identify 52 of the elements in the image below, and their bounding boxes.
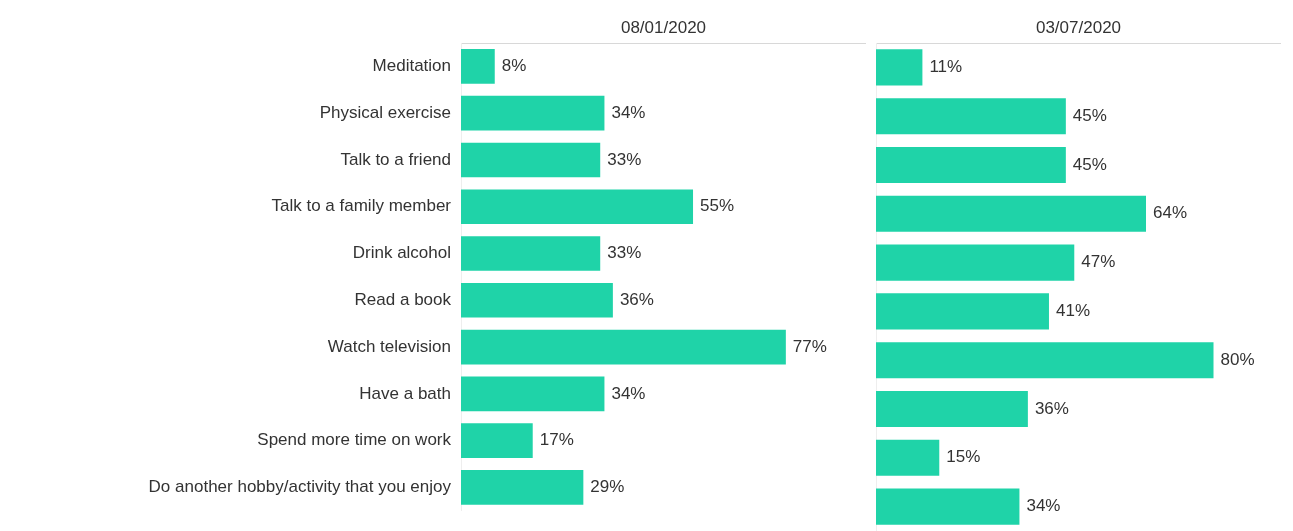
bar <box>876 195 1146 232</box>
data-label: 36% <box>1034 398 1069 418</box>
data-label: 55% <box>700 196 735 216</box>
data-label: 11% <box>929 57 963 77</box>
bar <box>876 146 1066 184</box>
bar <box>876 342 1214 379</box>
bar <box>461 236 601 271</box>
y-tick-label: Physical exercise <box>319 102 451 122</box>
data-label: 29% <box>590 477 625 497</box>
y-tick-label: Have a bath <box>359 383 451 403</box>
bar <box>876 488 1020 525</box>
data-label: 77% <box>792 336 827 356</box>
bar <box>876 98 1066 135</box>
y-tick-label: Talk to a friend <box>340 149 451 169</box>
bar <box>876 439 940 476</box>
data-label: 41% <box>1055 301 1090 321</box>
bar <box>876 244 1075 281</box>
data-label: 8% <box>501 56 527 76</box>
bar <box>461 142 601 178</box>
data-label: 64% <box>1153 203 1188 223</box>
data-label: 17% <box>539 430 574 450</box>
bar <box>876 49 923 86</box>
data-label: 33% <box>607 149 642 169</box>
chart-title: 03/07/2020 <box>1035 17 1122 37</box>
bar <box>461 189 694 225</box>
bar <box>461 376 605 412</box>
y-tick-label: Spend more time on work <box>257 430 452 450</box>
data-label: 80% <box>1220 349 1255 369</box>
y-tick-label: Watch television <box>327 336 451 356</box>
bar <box>461 423 533 458</box>
y-tick-label: Read a book <box>354 289 452 309</box>
data-label: 45% <box>1072 105 1107 125</box>
y-tick-label: Do another hobby/activity that you enjoy <box>148 477 452 497</box>
data-label: 36% <box>619 289 654 309</box>
bar <box>461 282 613 318</box>
y-tick-label: Drink alcohol <box>352 243 451 263</box>
data-label: 34% <box>611 383 646 403</box>
bar <box>876 293 1049 330</box>
data-label: 34% <box>1026 496 1061 516</box>
y-tick-label: Meditation <box>372 56 451 76</box>
data-label: 45% <box>1072 154 1107 174</box>
data-label: 34% <box>611 102 646 122</box>
y-tick-label: Talk to a family member <box>271 196 452 216</box>
chart-title: 08/01/2020 <box>620 17 707 37</box>
data-label: 47% <box>1081 252 1116 272</box>
bar <box>876 390 1028 428</box>
bar <box>461 49 495 84</box>
data-label: 33% <box>607 243 642 263</box>
bar <box>461 329 786 365</box>
bar <box>461 470 584 505</box>
data-label: 15% <box>946 447 981 467</box>
bar <box>461 95 605 131</box>
